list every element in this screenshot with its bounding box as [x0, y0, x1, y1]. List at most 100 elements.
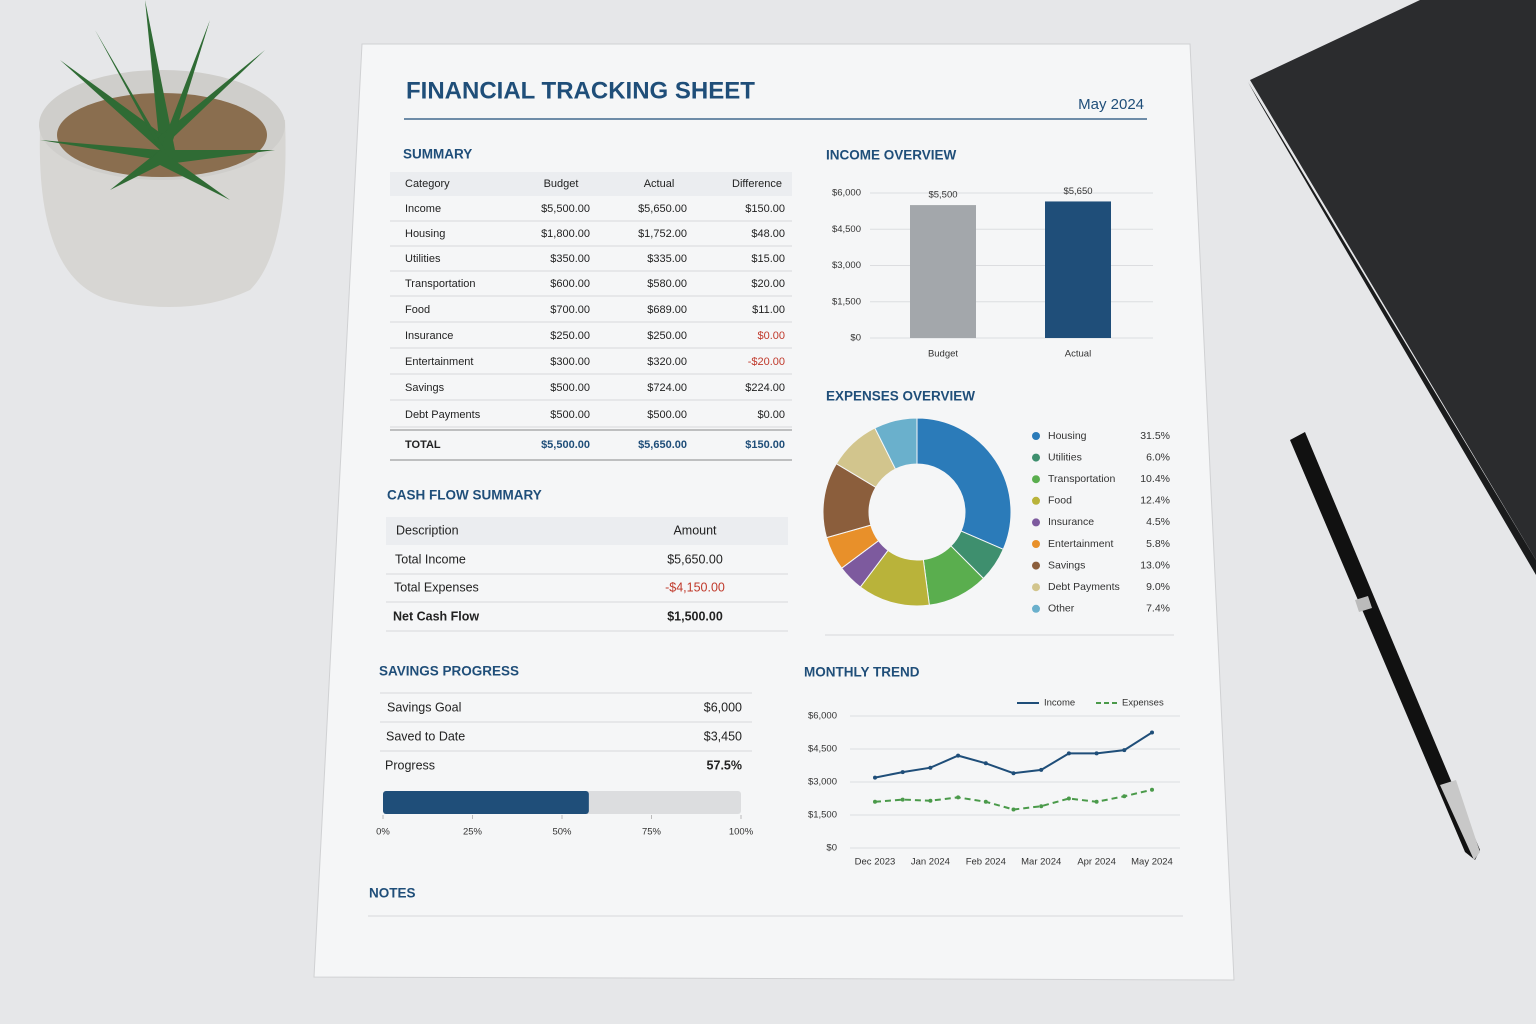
table-cell: Entertainment — [405, 356, 473, 368]
x-tick-label: Actual — [1065, 349, 1091, 360]
date: May 2024 — [1078, 96, 1144, 113]
total-cell: $150.00 — [745, 439, 785, 451]
y-tick-label: $3,000 — [808, 777, 837, 788]
table-header-bg — [390, 172, 792, 196]
table-cell: $3,450 — [704, 729, 742, 743]
total-cell: TOTAL — [405, 439, 441, 451]
line-point — [1011, 807, 1016, 812]
table-cell: Income — [405, 203, 441, 215]
legend-swatch — [1032, 496, 1040, 505]
legend-swatch — [1032, 475, 1040, 484]
x-tick-label: 25% — [463, 827, 483, 838]
table-cell: Savings — [405, 382, 445, 394]
y-tick-label: $3,000 — [832, 260, 861, 271]
section-title: NOTES — [369, 886, 416, 901]
line-point — [873, 775, 877, 780]
table-cell: Net Cash Flow — [393, 609, 479, 623]
line-point — [1150, 787, 1154, 792]
table-cell: $48.00 — [751, 228, 785, 240]
line-point — [1066, 796, 1071, 801]
x-tick-label: 50% — [552, 827, 572, 838]
legend-label: Savings — [1048, 559, 1085, 571]
line-point — [1094, 799, 1099, 804]
x-tick-label: Dec 2023 — [855, 857, 896, 868]
table-cell: Utilities — [405, 253, 441, 265]
line-point — [983, 799, 988, 804]
x-tick-label: 75% — [642, 827, 662, 838]
table-cell: $224.00 — [745, 382, 785, 394]
y-tick-label: $4,500 — [808, 744, 837, 755]
line-point — [1122, 748, 1127, 753]
legend-label: Food — [1048, 495, 1072, 507]
table-cell: Insurance — [405, 330, 453, 342]
line-point — [1122, 794, 1127, 799]
legend-label: Transportation — [1048, 473, 1115, 485]
y-tick-label: $0 — [826, 843, 837, 854]
table-cell: $335.00 — [647, 253, 687, 265]
table-cell: Saved to Date — [386, 729, 465, 743]
donut-slice — [874, 417, 918, 470]
table-cell: $300.00 — [550, 356, 590, 368]
legend-value: 31.5% — [1140, 430, 1170, 442]
legend-value: 9.0% — [1146, 581, 1170, 593]
value-label: $5,500 — [928, 190, 957, 201]
table-cell: $250.00 — [647, 330, 687, 342]
section-title: SAVINGS PROGRESS — [379, 664, 519, 679]
line-point — [900, 770, 905, 775]
table-cell: $11.00 — [752, 304, 785, 316]
column-header: Actual — [644, 178, 675, 190]
legend-swatch — [1032, 561, 1040, 570]
notebook — [1250, 0, 1536, 560]
table-cell: $6,000 — [704, 700, 742, 714]
table-cell: $1,752.00 — [638, 228, 687, 240]
legend-label: Expenses — [1122, 698, 1164, 709]
x-tick-label: 100% — [729, 827, 754, 838]
legend-value: 6.0% — [1146, 451, 1170, 463]
table-cell: $580.00 — [647, 278, 687, 290]
table-cell: Total Income — [395, 552, 466, 566]
table-cell: Debt Payments — [405, 409, 481, 421]
legend-value: 4.5% — [1146, 516, 1170, 528]
table-cell: $700.00 — [550, 304, 590, 316]
legend-value: 5.8% — [1146, 538, 1170, 550]
section-title: SUMMARY — [403, 147, 472, 162]
table-cell: Food — [405, 304, 430, 316]
line-point — [1066, 751, 1071, 756]
x-tick-label: Budget — [928, 349, 958, 360]
table-cell: $0.00 — [757, 330, 785, 342]
line-point — [983, 761, 988, 766]
column-header: Amount — [673, 523, 717, 537]
value-label: $5,650 — [1063, 186, 1092, 197]
table-cell: $250.00 — [550, 330, 590, 342]
paper — [313, 43, 1235, 981]
legend-value: 7.4% — [1146, 603, 1170, 615]
column-header: Description — [396, 523, 459, 537]
legend-label: Other — [1048, 603, 1075, 615]
y-tick-label: $0 — [850, 333, 861, 344]
table-cell: $600.00 — [550, 278, 590, 290]
line-point — [928, 798, 933, 803]
legend-swatch — [1032, 518, 1040, 527]
x-tick-label: Mar 2024 — [1021, 857, 1061, 868]
table-cell: -$20.00 — [748, 356, 785, 368]
line-point — [1094, 751, 1099, 756]
line-point — [956, 753, 961, 758]
y-tick-label: $1,500 — [808, 810, 837, 821]
legend-swatch — [1032, 583, 1040, 592]
y-tick-label: $1,500 — [832, 296, 861, 307]
table-cell: $15.00 — [751, 253, 785, 265]
x-tick-label: Apr 2024 — [1077, 857, 1116, 868]
donut-slice — [916, 417, 1012, 550]
table-cell: $500.00 — [550, 409, 590, 421]
legend-swatch — [1032, 604, 1040, 613]
x-tick-label: May 2024 — [1131, 857, 1173, 868]
table-cell: $150.00 — [745, 203, 785, 215]
table-cell: Savings Goal — [387, 700, 461, 714]
section-title: CASH FLOW SUMMARY — [387, 488, 542, 503]
table-cell: $724.00 — [647, 382, 687, 394]
table-cell: $20.00 — [751, 278, 785, 290]
legend-label: Debt Payments — [1048, 581, 1120, 593]
plant — [39, 0, 286, 308]
table-cell: $1,800.00 — [541, 228, 590, 240]
